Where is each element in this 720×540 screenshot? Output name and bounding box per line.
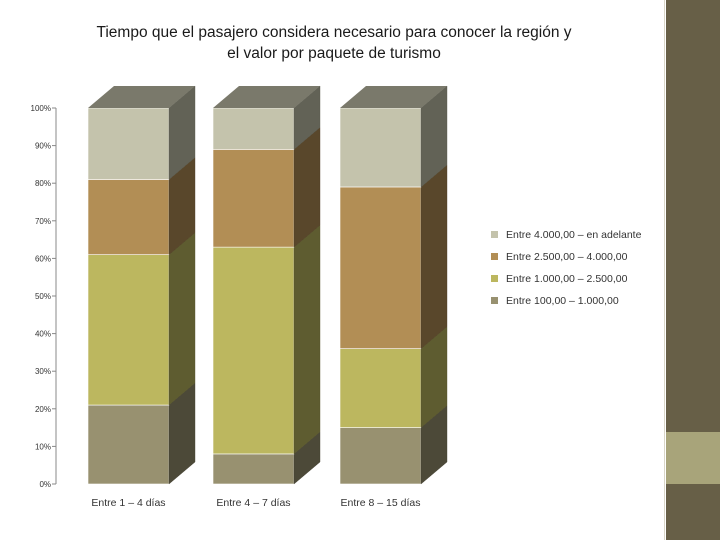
bar-segment: [212, 126, 321, 248]
bar-segment: [212, 85, 321, 150]
bar-front-face: [339, 107, 422, 188]
bar-segment: [339, 164, 448, 350]
legend-swatch: [491, 253, 498, 260]
bar-front-face: [212, 453, 295, 485]
y-tick-label: 40%: [35, 330, 51, 339]
bar-side-face: [168, 232, 196, 406]
bar-side-face: [420, 164, 448, 350]
bar-front-face: [87, 404, 170, 485]
bar-segment: [339, 85, 448, 188]
legend-label: Entre 4.000,00 – en adelante: [506, 229, 642, 241]
y-tick-label: 90%: [35, 142, 51, 151]
bar-front-face: [339, 427, 422, 485]
bar-segment: [87, 382, 196, 485]
bar-side-face: [293, 224, 321, 455]
bar-top-face: [88, 86, 195, 108]
category-label: Entre 4 – 7 días: [216, 497, 290, 509]
bar-front-face: [339, 186, 422, 349]
bar-front-face: [212, 107, 295, 150]
y-axis: 0% 10% 20% 30% 40% 50% 60% 70% 80% 90% 100%: [31, 104, 57, 489]
category-label: Entre 1 – 4 días: [91, 497, 165, 509]
legend-label: Entre 100,00 – 1.000,00: [506, 295, 619, 307]
legend-swatch: [491, 231, 498, 238]
legend-swatch: [491, 275, 498, 282]
bar-top-face: [213, 86, 320, 108]
legend-entry: Entre 1.000,00 – 2.500,00: [491, 273, 628, 285]
bar-front-face: [87, 254, 170, 406]
side-divider: [664, 0, 665, 540]
bar-front-face: [87, 179, 170, 255]
bar-top-face: [340, 86, 447, 108]
y-tick-label: 0%: [39, 480, 51, 489]
bar-segment: [339, 405, 448, 485]
y-tick-label: 80%: [35, 179, 51, 188]
legend-entry: Entre 100,00 – 1.000,00: [491, 295, 619, 307]
legend-label: Entre 2.500,00 – 4.000,00: [506, 251, 628, 263]
y-tick-label: 50%: [35, 292, 51, 301]
bars: [87, 85, 448, 485]
y-tick-label: 20%: [35, 405, 51, 414]
y-tick-label: 70%: [35, 217, 51, 226]
legend-swatch: [491, 297, 498, 304]
category-label: Entre 8 – 15 días: [341, 497, 421, 509]
bar-segment: [87, 232, 196, 406]
bar-front-face: [212, 246, 295, 455]
bar-segment: [212, 224, 321, 455]
y-tick-label: 30%: [35, 367, 51, 376]
y-tick-label: 60%: [35, 254, 51, 263]
y-tick-label: 100%: [31, 104, 51, 113]
title-line-2: el valor por paquete de turismo: [227, 45, 441, 62]
bar-side-face: [293, 85, 321, 150]
bar-segment: [339, 326, 448, 429]
legend-entry: Entre 2.500,00 – 4.000,00: [491, 251, 628, 263]
side-accent: [666, 432, 720, 484]
bar-front-face: [339, 348, 422, 428]
bar-segment: [87, 85, 196, 180]
bar-front-face: [212, 149, 295, 248]
title-line-1: Tiempo que el pasajero considera necesar…: [96, 24, 572, 41]
y-tick-label: 10%: [35, 442, 51, 451]
legend-label: Entre 1.000,00 – 2.500,00: [506, 273, 628, 285]
legend: Entre 4.000,00 – en adelante Entre 2.500,…: [491, 229, 642, 307]
bar-front-face: [87, 107, 170, 180]
bar-side-face: [420, 85, 448, 188]
legend-entry: Entre 4.000,00 – en adelante: [491, 229, 642, 241]
chart-title: Tiempo que el pasajero considera necesar…: [60, 22, 608, 64]
category-labels: Entre 1 – 4 días Entre 4 – 7 días Entre 8 …: [91, 497, 420, 509]
